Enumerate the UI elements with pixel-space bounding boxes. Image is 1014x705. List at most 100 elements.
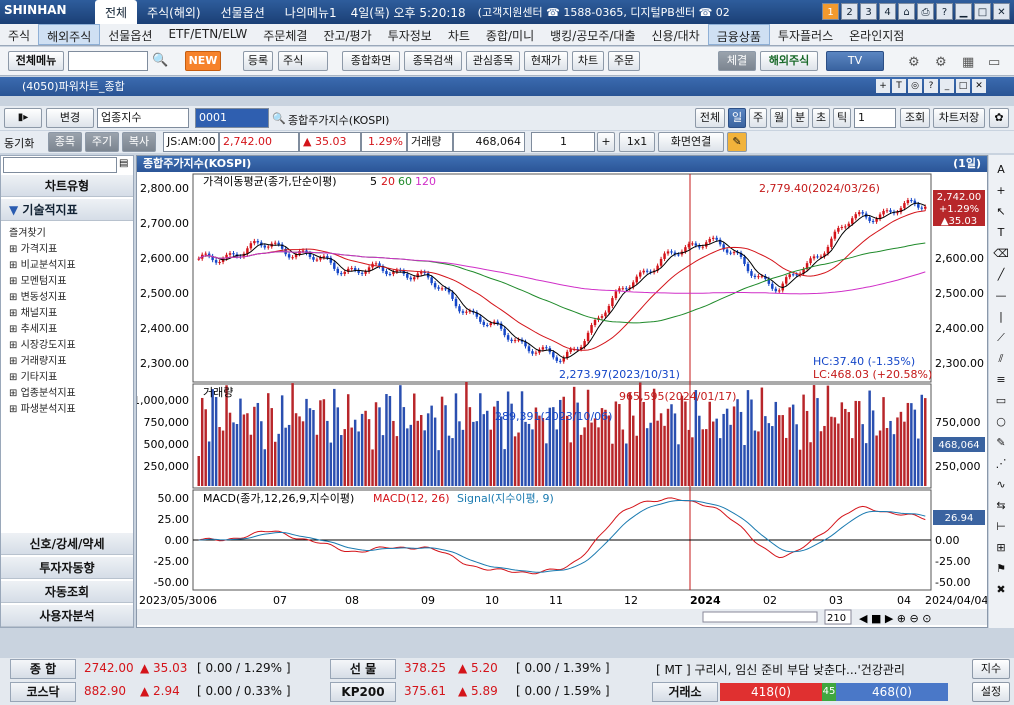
ray-icon[interactable]: ⟋ xyxy=(997,331,1005,344)
code-input[interactable]: 0001 xyxy=(195,108,269,128)
ruler-icon[interactable]: ⊞ xyxy=(996,541,1006,554)
circle-icon[interactable]: ○ xyxy=(996,415,1006,428)
arrow-icon[interactable]: ⇆ xyxy=(996,499,1006,512)
sidebar-item[interactable]: ⊞ 추세지표 xyxy=(9,324,58,335)
page-button-1[interactable]: 1 xyxy=(822,3,839,20)
overseas-stock-button[interactable]: 해외주식 xyxy=(760,51,818,71)
chart-type-header[interactable]: 차트유형 xyxy=(1,175,133,197)
news-ticker[interactable]: [ MT ] 구리시, 임신 준비 부담 낮춘다...'건강관리 xyxy=(656,663,905,677)
add-button[interactable]: + xyxy=(597,132,615,152)
ratio-button[interactable]: 1x1 xyxy=(619,132,655,152)
index-button[interactable]: 지수 xyxy=(972,659,1010,679)
tab-foreign[interactable]: 주식(해외) xyxy=(147,6,201,20)
watchlist-button[interactable]: 관심종목 xyxy=(466,51,520,71)
user-analysis-header[interactable]: 사용자분석 xyxy=(1,605,133,627)
crosshair-icon[interactable]: + xyxy=(996,184,1006,197)
page-button-3[interactable]: 3 xyxy=(860,3,877,20)
period-month[interactable]: 월 xyxy=(770,108,788,128)
menu-item[interactable]: 투자정보 xyxy=(387,29,432,43)
menu-item[interactable]: 선물옵션 xyxy=(108,29,153,43)
period-day[interactable]: 일 xyxy=(728,108,746,128)
measure-icon[interactable]: ⊢ xyxy=(996,520,1006,533)
panel-toggle-button[interactable]: ▮▸ xyxy=(4,108,42,128)
sidebar-item[interactable]: ⊞ 모멘텀지표 xyxy=(9,276,67,287)
link-screen-button[interactable]: 화면연결 xyxy=(658,132,724,152)
tab-period[interactable]: 주기 xyxy=(85,132,119,152)
menu-item[interactable]: 주식 xyxy=(8,29,31,43)
period-minute[interactable]: 분 xyxy=(791,108,809,128)
search-icon[interactable]: 🔍 xyxy=(152,53,169,68)
scroll-thumb[interactable] xyxy=(702,611,818,623)
period-tick[interactable]: 틱 xyxy=(833,108,851,128)
window-icon[interactable]: ▭ xyxy=(988,55,1001,70)
menu-item[interactable]: 신용/대차 xyxy=(651,29,700,43)
tab-futures[interactable]: 선물옵션 xyxy=(220,6,265,20)
maximize-icon[interactable]: □ xyxy=(974,3,991,20)
menu-item[interactable]: 해외주식 xyxy=(38,24,101,45)
sidebar-item[interactable]: ⊞ 업종분석지표 xyxy=(9,388,76,399)
gann-icon[interactable]: ⋰ xyxy=(995,457,1007,470)
indicator-search-input[interactable] xyxy=(3,157,117,173)
pin-icon[interactable]: ◎ xyxy=(908,79,922,93)
settings-icon[interactable]: ⚙ xyxy=(908,55,920,70)
register-button[interactable]: 등록 xyxy=(243,51,273,71)
page-button-2[interactable]: 2 xyxy=(841,3,858,20)
menu-item[interactable]: 금융상품 xyxy=(707,24,770,45)
t-icon[interactable]: T xyxy=(892,79,906,93)
vline-icon[interactable]: | xyxy=(999,310,1003,323)
sidebar-item[interactable]: ⊞ 파생분석지표 xyxy=(9,404,76,415)
period-second[interactable]: 초 xyxy=(812,108,830,128)
auto-query-header[interactable]: 자동조회 xyxy=(1,581,133,603)
new-badge[interactable]: NEW xyxy=(185,51,221,71)
stock-search-button[interactable]: 종목검색 xyxy=(404,51,462,71)
page-button-4[interactable]: 4 xyxy=(879,3,896,20)
hline-icon[interactable]: — xyxy=(995,289,1007,302)
sidebar-item[interactable]: ⊞ 기타지표 xyxy=(9,372,58,383)
menu-item[interactable]: 종합/미니 xyxy=(485,29,535,43)
menu-item[interactable]: 온라인지점 xyxy=(849,29,905,43)
channel-icon[interactable]: ⫽ xyxy=(998,352,1004,365)
line-icon[interactable]: ╱ xyxy=(997,268,1005,281)
rect-icon[interactable]: ▭ xyxy=(995,394,1007,407)
menu-search-input[interactable] xyxy=(68,51,148,71)
close-icon[interactable]: ✕ xyxy=(993,3,1010,20)
execution-button[interactable]: 체결 xyxy=(718,51,756,71)
sidebar-item-favorites[interactable]: 즐겨찾기 xyxy=(9,228,46,239)
change-button[interactable]: 변경 xyxy=(46,108,94,128)
delete-icon[interactable]: ✖ xyxy=(996,583,1006,596)
period-all[interactable]: 전체 xyxy=(695,108,725,128)
win-close-icon[interactable]: ✕ xyxy=(972,79,986,93)
text-icon[interactable]: T xyxy=(997,226,1005,239)
menu-item[interactable]: 차트 xyxy=(447,29,470,43)
all-menu-button[interactable]: 전체메뉴 xyxy=(8,51,64,71)
list-icon[interactable]: ▤ xyxy=(119,158,129,169)
sidebar-item[interactable]: ⊞ 가격지표 xyxy=(9,244,58,255)
minimize-icon[interactable]: ▁ xyxy=(955,3,972,20)
fib-icon[interactable]: ≡ xyxy=(996,373,1006,386)
tab-copy[interactable]: 복사 xyxy=(122,132,156,152)
chart-button[interactable]: 차트 xyxy=(572,51,604,71)
select-icon[interactable]: ↖ xyxy=(996,205,1006,218)
period-count-input[interactable]: 1 xyxy=(854,108,896,128)
signal-header[interactable]: 신호/강세/약세 xyxy=(1,533,133,555)
sidebar-item[interactable]: ⊞ 비교분석지표 xyxy=(9,260,76,271)
overview-button[interactable]: 종합화면 xyxy=(342,51,400,71)
menu-item[interactable]: 투자플러스 xyxy=(777,29,834,43)
menu-item[interactable]: 잔고/평가 xyxy=(323,29,372,43)
gear-icon[interactable]: ⚙ xyxy=(935,55,947,70)
zoom-count-box[interactable] xyxy=(824,609,852,625)
print-icon[interactable]: ⎙ xyxy=(917,3,934,20)
help-icon[interactable]: ? xyxy=(936,3,953,20)
home-icon[interactable]: ⌂ xyxy=(898,3,915,20)
sector-select[interactable]: 업종지수 xyxy=(97,108,189,128)
code-search-icon[interactable]: 🔍 xyxy=(272,112,286,125)
tv-button[interactable]: TV xyxy=(826,51,884,71)
order-button[interactable]: 주문 xyxy=(608,51,640,71)
sidebar-item[interactable]: ⊞ 변동성지표 xyxy=(9,292,67,303)
win-help-icon[interactable]: ? xyxy=(924,79,938,93)
play-controls[interactable]: ◀ ■ ▶ ⊕ ⊖ ⊙ xyxy=(859,612,931,625)
chart-settings-icon[interactable]: ✿ xyxy=(989,108,1009,128)
investor-header[interactable]: 투자자동향 xyxy=(1,557,133,579)
layout-icon[interactable]: ▦ xyxy=(962,55,975,70)
menu-item[interactable]: ETF/ETN/ELW xyxy=(168,27,248,41)
